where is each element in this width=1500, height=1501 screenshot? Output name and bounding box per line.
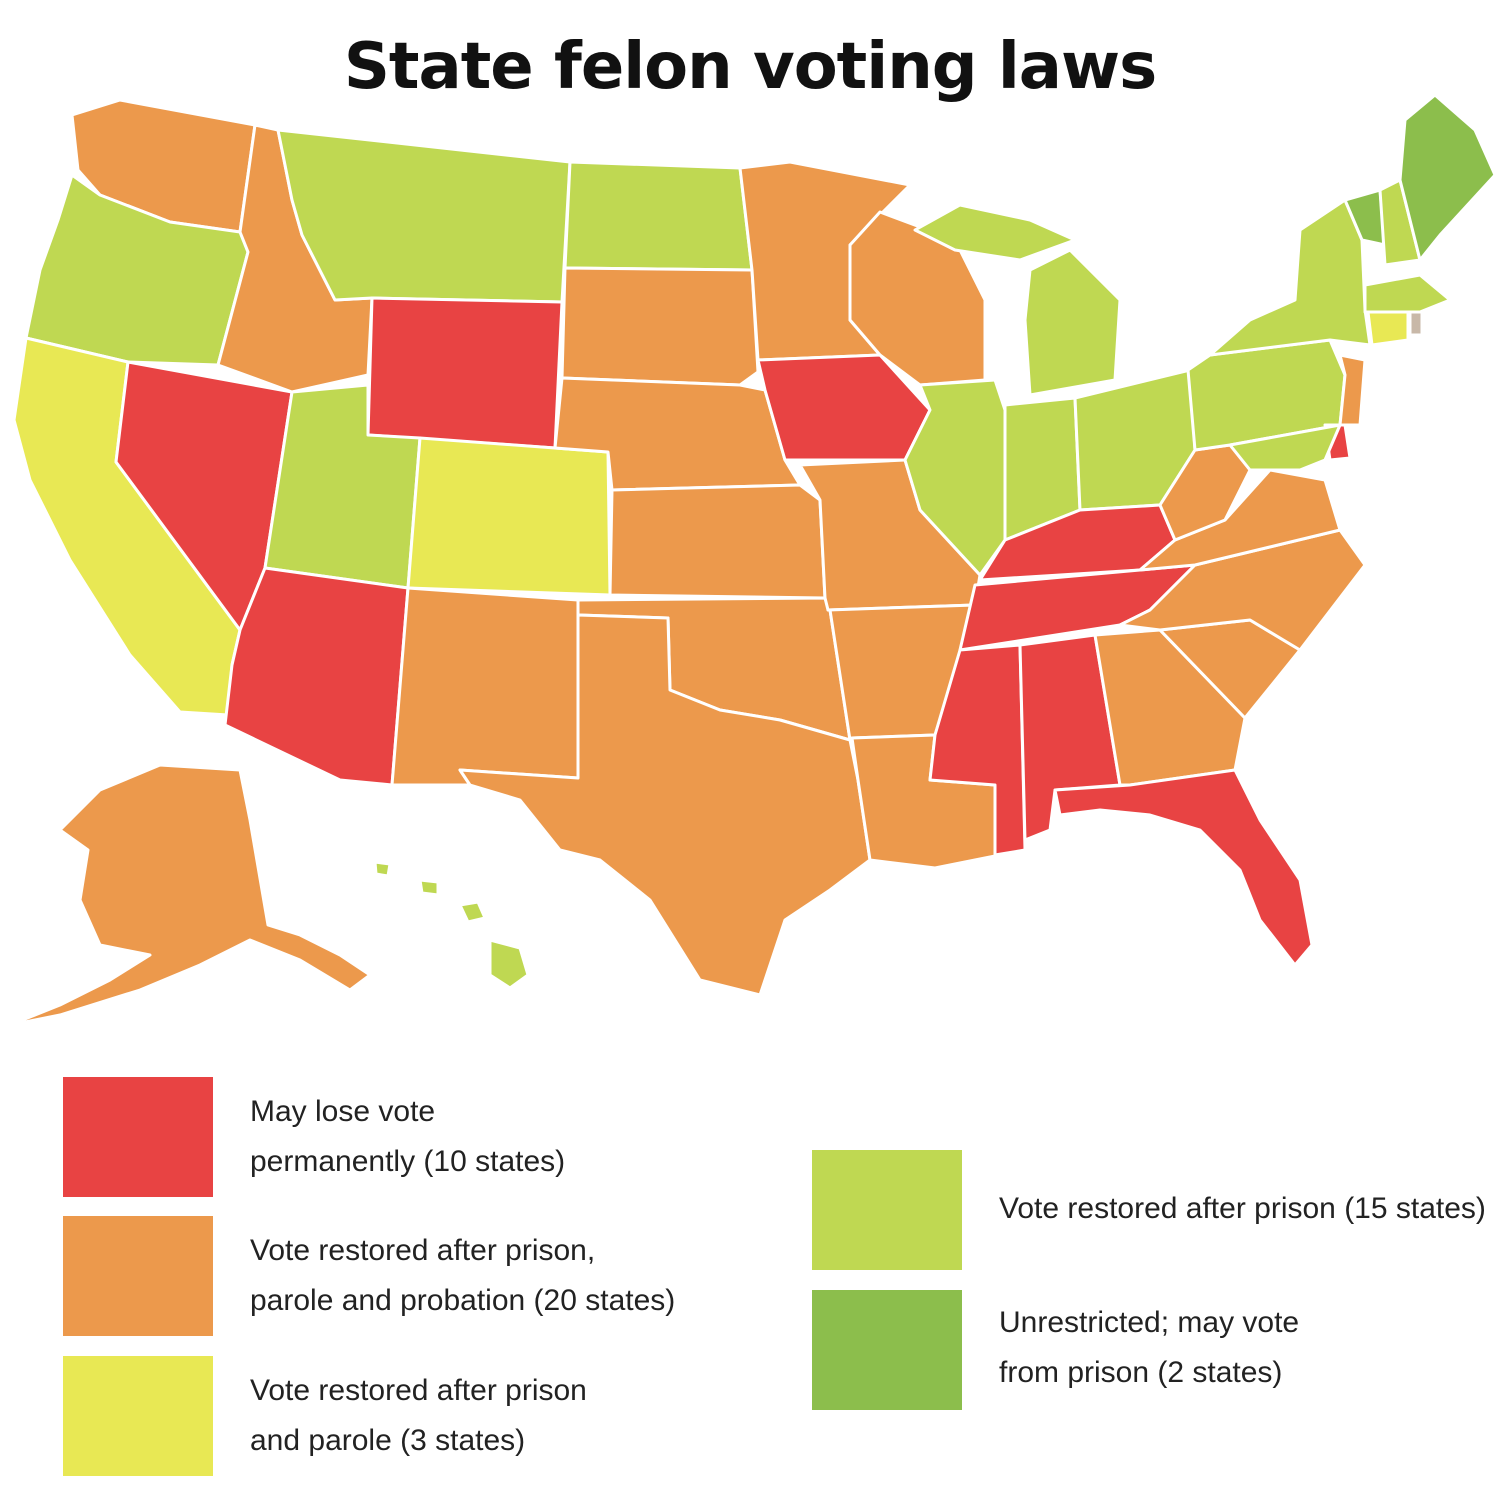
state-hi-big[interactable] [488,938,530,990]
state-ny[interactable] [1208,198,1372,357]
legend-label-after-probation: Vote restored after prison, parole and p… [250,1234,676,1317]
state-nm[interactable] [390,586,580,787]
state-hi-maui[interactable] [458,900,487,924]
legend-label-after-prison: Vote restored after prison (15 states) [999,1192,1486,1225]
state-sd[interactable] [560,266,760,387]
state-me[interactable] [1398,93,1497,262]
legend-swatch-permanent [63,1077,213,1197]
state-ma[interactable] [1363,273,1452,314]
state-hi-oahu[interactable] [418,878,440,897]
state-mt[interactable] [276,128,572,304]
state-ak[interactable] [8,763,372,1027]
state-nd[interactable] [563,160,754,272]
map-title: State felon voting laws [343,30,1157,104]
state-co[interactable] [406,436,612,597]
state-mi[interactable] [1023,248,1122,397]
legend-swatch-after-probation [63,1216,213,1336]
state-ks[interactable] [608,483,827,600]
legend-swatch-unrestricted [812,1290,962,1410]
state-ct[interactable] [1366,310,1410,347]
legend-label-after-parole: Vote restored after prison and parole (3… [250,1374,587,1457]
state-hi-kauai[interactable] [373,860,392,878]
legend-swatch-after-parole [63,1356,213,1476]
state-tx[interactable] [458,613,872,997]
state-fl[interactable] [1053,768,1314,967]
legend-swatch-after-prison [812,1150,962,1270]
legend-label-unrestricted: Unrestricted; may vote from prison (2 st… [999,1306,1300,1389]
state-nj[interactable] [1338,353,1367,427]
state-md[interactable] [1228,423,1342,472]
state-az[interactable] [223,566,410,787]
state-ri[interactable] [1408,310,1424,337]
legend-label-permanent: May lose vote permanently (10 states) [250,1095,566,1178]
us-map [8,93,1497,1027]
state-mi-upper[interactable] [913,203,1077,262]
state-wy[interactable] [366,296,564,450]
state-il[interactable] [903,378,1007,577]
